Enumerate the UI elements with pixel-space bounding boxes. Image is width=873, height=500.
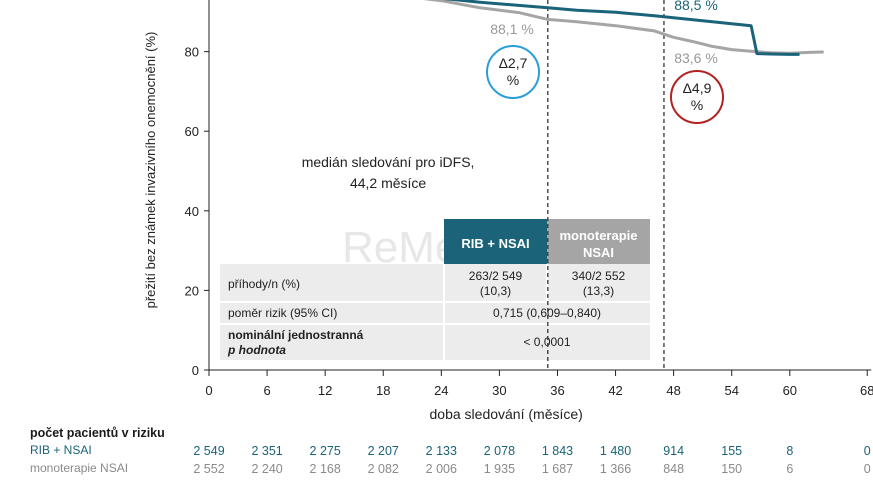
table-body xyxy=(220,264,650,360)
risk-value-mono: 2 168 xyxy=(310,462,341,476)
y-tick-label: 0 xyxy=(192,363,199,378)
y-axis-label: přežití bez známek invazivního onemocněn… xyxy=(143,32,158,309)
y-tick-label: 80 xyxy=(185,45,199,60)
risk-value-rib: 8 xyxy=(786,444,793,458)
table-header-mono xyxy=(547,219,650,264)
y-tick-label: 20 xyxy=(185,283,199,298)
risk-value-rib: 914 xyxy=(663,444,684,458)
risk-value-rib: 2 549 xyxy=(193,444,224,458)
annotation-mono-48: 83,6 % xyxy=(674,50,718,66)
x-tick-label: 6 xyxy=(263,383,270,398)
median-text-line1: medián sledování pro iDFS, xyxy=(302,154,475,170)
table-row-events-label: příhody/n (%) xyxy=(228,277,300,291)
risk-value-mono: 848 xyxy=(663,462,684,476)
table-row-p-label-line2: p hodnota xyxy=(227,343,286,357)
x-tick-label: 48 xyxy=(666,383,680,398)
delta-text-48: Δ4,9 xyxy=(683,80,712,96)
x-axis-label: doba sledování (měsíce) xyxy=(430,406,583,422)
y-tick-label: 60 xyxy=(185,124,199,139)
table-row-hr-label: poměr rizik (95% CI) xyxy=(228,306,337,320)
delta-text-35: Δ2,7 xyxy=(499,55,528,71)
x-tick-label: 54 xyxy=(724,383,738,398)
risk-value-mono: 2 006 xyxy=(426,462,457,476)
risk-value-rib: 2 078 xyxy=(484,444,515,458)
risk-value-mono: 6 xyxy=(786,462,793,476)
series-line-rib-nsai xyxy=(443,0,800,56)
table-row-p-value: < 0,0001 xyxy=(523,335,570,349)
risk-value-mono: 0 xyxy=(864,462,871,476)
risk-value-rib: 155 xyxy=(721,444,742,458)
risk-value-mono: 1 366 xyxy=(600,462,631,476)
table-header-rib xyxy=(444,219,547,264)
risk-value-rib: 0 xyxy=(864,444,871,458)
x-tick-label: 68 xyxy=(860,383,873,398)
table-row-events-rib: 263/2 549 xyxy=(469,269,523,283)
risk-value-mono: 1 687 xyxy=(542,462,573,476)
risk-value-mono: 150 xyxy=(721,462,742,476)
annotation-mono-35: 88,1 % xyxy=(490,21,534,37)
x-tick-label: 12 xyxy=(318,383,332,398)
table-row-events-mono-pct: (13,3) xyxy=(583,284,614,298)
risk-value-mono: 2 240 xyxy=(251,462,282,476)
delta-unit-48: % xyxy=(691,97,703,113)
table-header-mono-label-line2: NSAI xyxy=(583,245,614,260)
delta-unit-35: % xyxy=(507,72,519,88)
risk-value-rib: 2 133 xyxy=(426,444,457,458)
delta-circle-35 xyxy=(486,45,540,99)
x-tick-label: 42 xyxy=(608,383,622,398)
risk-table-title: počet pacientů v riziku xyxy=(30,426,165,440)
x-tick-label: 60 xyxy=(783,383,797,398)
risk-value-mono: 2 082 xyxy=(368,462,399,476)
x-tick-label: 24 xyxy=(434,383,448,398)
risk-value-mono: 1 935 xyxy=(484,462,515,476)
risk-value-rib: 2 351 xyxy=(251,444,282,458)
x-tick-label: 36 xyxy=(550,383,564,398)
table-row-events-rib-pct: (10,3) xyxy=(480,284,511,298)
risk-value-rib: 2 275 xyxy=(310,444,341,458)
table-header-mono-label-line1: monoterapie xyxy=(559,228,637,243)
median-text-line2: 44,2 měsíce xyxy=(350,175,426,191)
risk-value-mono: 2 552 xyxy=(193,462,224,476)
table-row-p-label-line1: nominální jednostranná xyxy=(228,328,364,342)
y-tick-label: 40 xyxy=(185,204,199,219)
risk-value-rib: 2 207 xyxy=(368,444,399,458)
risk-label-mono: monoterapie NSAI xyxy=(30,461,129,475)
risk-value-rib: 1 843 xyxy=(542,444,573,458)
table-header-rib-label: RIB + NSAI xyxy=(461,236,529,251)
x-tick-label: 30 xyxy=(492,383,506,398)
delta-circle-48 xyxy=(670,70,724,124)
table-row-events-mono: 340/2 552 xyxy=(572,269,626,283)
table-row-hr-value: 0,715 (0,609–0,840) xyxy=(493,306,601,320)
risk-label-rib: RIB + NSAI xyxy=(30,443,92,457)
x-tick-label: 18 xyxy=(376,383,390,398)
risk-value-rib: 1 480 xyxy=(600,444,631,458)
x-tick-label: 0 xyxy=(205,383,212,398)
annotation-rib-48: 88,5 % xyxy=(674,0,718,13)
